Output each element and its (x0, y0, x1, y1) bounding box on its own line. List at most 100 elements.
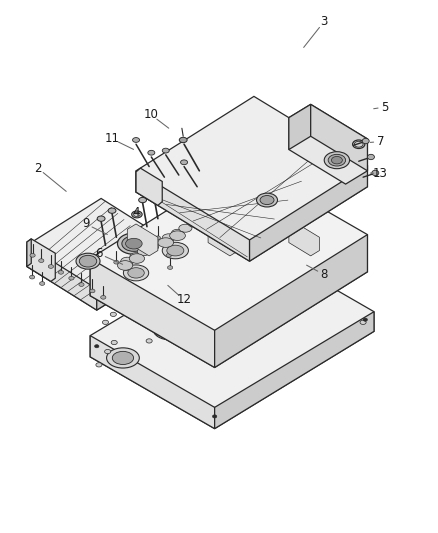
Ellipse shape (170, 231, 185, 240)
Ellipse shape (260, 196, 274, 205)
Ellipse shape (146, 242, 151, 246)
Ellipse shape (117, 233, 150, 254)
Ellipse shape (333, 155, 350, 165)
Ellipse shape (101, 295, 106, 299)
Ellipse shape (105, 350, 111, 354)
Ellipse shape (296, 159, 308, 166)
Ellipse shape (179, 138, 187, 143)
Ellipse shape (69, 276, 74, 280)
Ellipse shape (130, 253, 142, 260)
Polygon shape (136, 96, 367, 261)
Ellipse shape (258, 261, 293, 283)
Polygon shape (136, 171, 250, 261)
Ellipse shape (236, 286, 242, 290)
Ellipse shape (332, 157, 343, 164)
Ellipse shape (288, 258, 294, 262)
Polygon shape (90, 259, 215, 368)
Ellipse shape (76, 253, 100, 269)
Ellipse shape (237, 152, 245, 158)
Polygon shape (27, 239, 55, 281)
Ellipse shape (254, 198, 272, 209)
Ellipse shape (162, 234, 175, 242)
Ellipse shape (254, 182, 267, 190)
Polygon shape (90, 240, 374, 429)
Polygon shape (215, 312, 374, 429)
Ellipse shape (360, 320, 366, 325)
Ellipse shape (328, 155, 346, 166)
Polygon shape (289, 224, 319, 256)
Text: 7: 7 (377, 135, 384, 148)
Text: 4: 4 (132, 206, 140, 219)
Ellipse shape (213, 206, 225, 213)
Ellipse shape (154, 292, 160, 296)
Ellipse shape (182, 179, 190, 184)
Ellipse shape (146, 339, 152, 343)
Ellipse shape (162, 148, 169, 153)
Text: 6: 6 (95, 247, 102, 260)
Ellipse shape (210, 221, 228, 232)
Ellipse shape (257, 193, 278, 207)
Ellipse shape (124, 266, 129, 270)
Polygon shape (97, 243, 171, 310)
Ellipse shape (95, 345, 99, 348)
Ellipse shape (147, 243, 159, 251)
Ellipse shape (337, 141, 353, 151)
Ellipse shape (194, 304, 200, 309)
Text: 10: 10 (144, 109, 159, 122)
Ellipse shape (205, 288, 241, 311)
Ellipse shape (39, 259, 44, 263)
Text: 11: 11 (105, 132, 120, 146)
Polygon shape (127, 224, 158, 256)
Ellipse shape (179, 224, 192, 232)
Ellipse shape (303, 154, 316, 162)
Text: 9: 9 (82, 217, 90, 230)
Ellipse shape (97, 216, 105, 221)
Ellipse shape (117, 261, 133, 270)
Ellipse shape (166, 254, 171, 257)
Ellipse shape (58, 270, 64, 274)
Ellipse shape (262, 177, 275, 185)
Ellipse shape (114, 261, 119, 264)
Ellipse shape (138, 248, 150, 256)
Ellipse shape (372, 170, 379, 175)
Ellipse shape (148, 150, 155, 155)
Ellipse shape (244, 276, 251, 280)
Ellipse shape (171, 229, 184, 237)
Ellipse shape (153, 319, 187, 340)
Text: 2: 2 (34, 161, 42, 175)
Ellipse shape (106, 348, 139, 368)
Ellipse shape (102, 320, 109, 325)
Text: 12: 12 (177, 294, 191, 306)
Ellipse shape (159, 322, 181, 336)
Ellipse shape (146, 299, 152, 303)
Ellipse shape (184, 313, 191, 318)
Ellipse shape (150, 189, 157, 195)
Ellipse shape (297, 162, 312, 171)
Ellipse shape (205, 218, 233, 235)
Text: 3: 3 (320, 15, 328, 28)
Ellipse shape (132, 211, 142, 218)
Ellipse shape (242, 190, 258, 200)
Ellipse shape (254, 183, 271, 193)
Polygon shape (215, 235, 367, 368)
Polygon shape (27, 245, 97, 310)
Polygon shape (208, 224, 239, 256)
Polygon shape (289, 104, 311, 150)
Ellipse shape (249, 195, 276, 212)
Ellipse shape (200, 214, 216, 224)
Ellipse shape (212, 292, 235, 306)
Ellipse shape (126, 238, 142, 249)
Ellipse shape (29, 275, 35, 279)
Ellipse shape (325, 148, 340, 158)
Ellipse shape (108, 208, 116, 213)
Ellipse shape (180, 160, 187, 165)
Ellipse shape (362, 139, 369, 144)
Ellipse shape (230, 196, 242, 204)
Ellipse shape (212, 207, 228, 217)
Ellipse shape (287, 164, 300, 172)
Polygon shape (27, 198, 171, 310)
Ellipse shape (129, 254, 145, 263)
Polygon shape (136, 168, 162, 205)
Polygon shape (289, 104, 367, 184)
Ellipse shape (158, 238, 173, 247)
